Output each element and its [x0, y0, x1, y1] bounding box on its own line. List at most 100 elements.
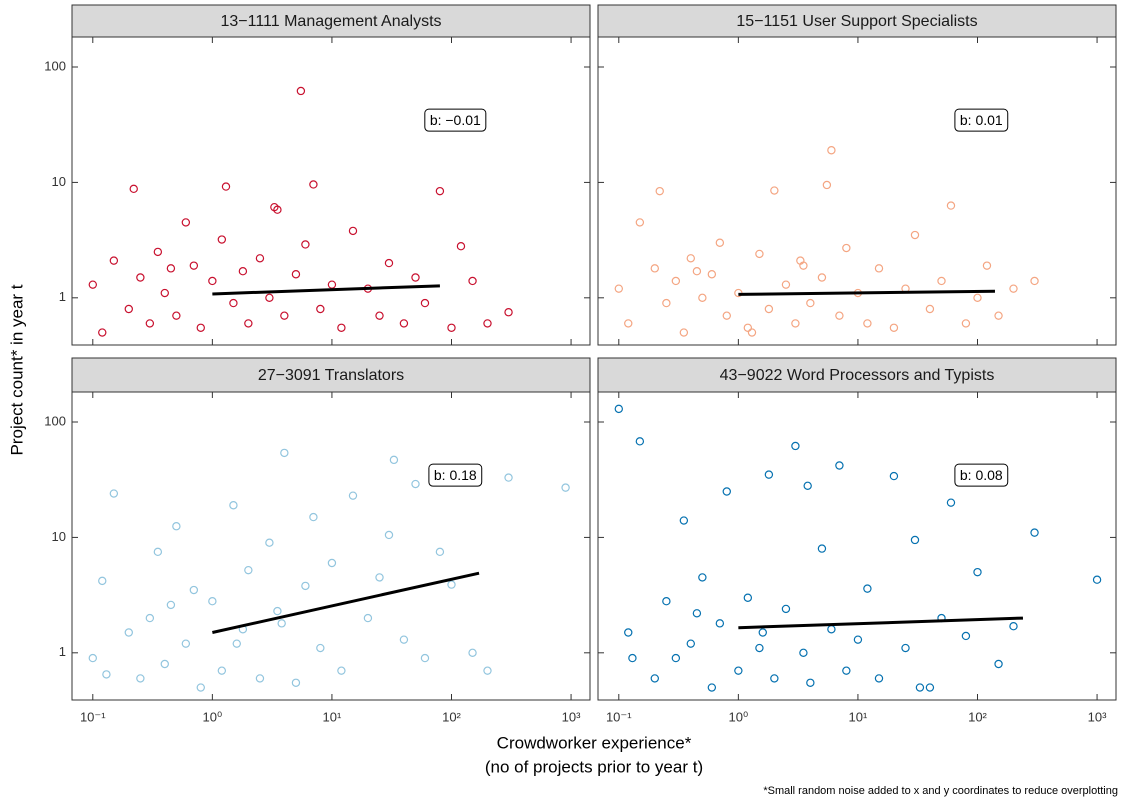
point — [889, 323, 899, 332]
point — [468, 648, 477, 658]
annotation-box — [428, 463, 483, 487]
point — [229, 298, 238, 308]
point — [734, 666, 743, 675]
point — [994, 311, 1003, 320]
x-tick-label: 10³ — [1088, 709, 1107, 724]
point — [244, 319, 253, 328]
point — [662, 298, 671, 308]
point — [973, 567, 982, 577]
point — [624, 319, 633, 328]
facet-strip — [71, 4, 591, 38]
point — [232, 639, 241, 648]
point — [363, 613, 373, 623]
point — [265, 538, 274, 547]
point — [671, 653, 681, 663]
facet-strip — [597, 4, 1117, 38]
point — [628, 653, 637, 663]
point — [946, 201, 956, 210]
point — [316, 304, 325, 314]
point — [722, 311, 731, 320]
point — [707, 683, 717, 692]
point — [244, 565, 253, 575]
point — [166, 264, 176, 273]
point — [842, 243, 851, 253]
point — [863, 319, 872, 328]
point — [961, 319, 971, 328]
point — [874, 674, 884, 683]
x-tick-label: 10² — [442, 709, 461, 724]
panel — [597, 391, 1117, 701]
x-tick-label: 10⁰ — [203, 709, 223, 724]
x-tick-label: 10¹ — [323, 709, 342, 724]
point — [420, 298, 430, 308]
point — [153, 547, 163, 557]
point — [348, 226, 358, 236]
point — [715, 238, 725, 247]
point — [280, 311, 289, 320]
y-axis-title: Project count* in year t — [7, 284, 26, 455]
facet-title: 27−3091 Translators — [258, 367, 404, 384]
y-tick-label: 10 — [52, 529, 66, 544]
point — [650, 674, 659, 683]
point — [1009, 622, 1018, 631]
point — [692, 267, 702, 276]
point — [770, 674, 779, 683]
point — [399, 635, 409, 644]
point — [624, 628, 633, 637]
point — [124, 628, 133, 637]
x-tick-label: 10² — [968, 709, 987, 724]
point — [109, 489, 119, 498]
point — [827, 146, 836, 155]
point — [277, 619, 286, 628]
point — [384, 258, 394, 268]
point — [88, 280, 97, 289]
x-tick-label: 10¹ — [849, 709, 868, 724]
point — [296, 86, 306, 96]
point — [686, 254, 695, 263]
point — [707, 270, 717, 279]
point — [686, 639, 695, 648]
point — [743, 593, 753, 602]
facet-strip — [597, 357, 1117, 393]
x-tick-label: 10³ — [562, 709, 581, 724]
point — [411, 273, 420, 282]
point — [98, 328, 107, 337]
point — [447, 580, 456, 589]
point — [136, 273, 145, 282]
point — [835, 461, 844, 470]
fit-line — [212, 284, 440, 296]
point — [375, 573, 384, 582]
point — [337, 666, 346, 675]
point — [842, 666, 851, 675]
point — [1092, 575, 1102, 584]
point — [799, 648, 808, 658]
y-tick-label: 100 — [44, 58, 66, 73]
y-tick-label: 10 — [52, 174, 66, 189]
point — [853, 635, 863, 644]
y-tick-label: 1 — [59, 644, 66, 659]
point — [124, 304, 133, 314]
point — [189, 585, 199, 595]
point — [160, 288, 169, 298]
point — [420, 653, 430, 663]
point — [301, 581, 310, 591]
point — [483, 666, 492, 675]
fit-line — [212, 571, 480, 634]
point — [411, 479, 420, 489]
point — [781, 604, 791, 614]
point — [129, 184, 138, 194]
point — [770, 186, 779, 195]
point — [375, 311, 384, 320]
point — [982, 261, 992, 270]
point — [1030, 528, 1039, 537]
point — [973, 293, 982, 303]
point — [217, 235, 227, 244]
point — [221, 182, 231, 191]
facet-strip — [71, 357, 591, 393]
point — [671, 276, 681, 286]
point — [698, 293, 707, 303]
point — [822, 180, 832, 190]
point — [153, 247, 163, 257]
point — [109, 256, 119, 265]
point — [145, 613, 155, 623]
